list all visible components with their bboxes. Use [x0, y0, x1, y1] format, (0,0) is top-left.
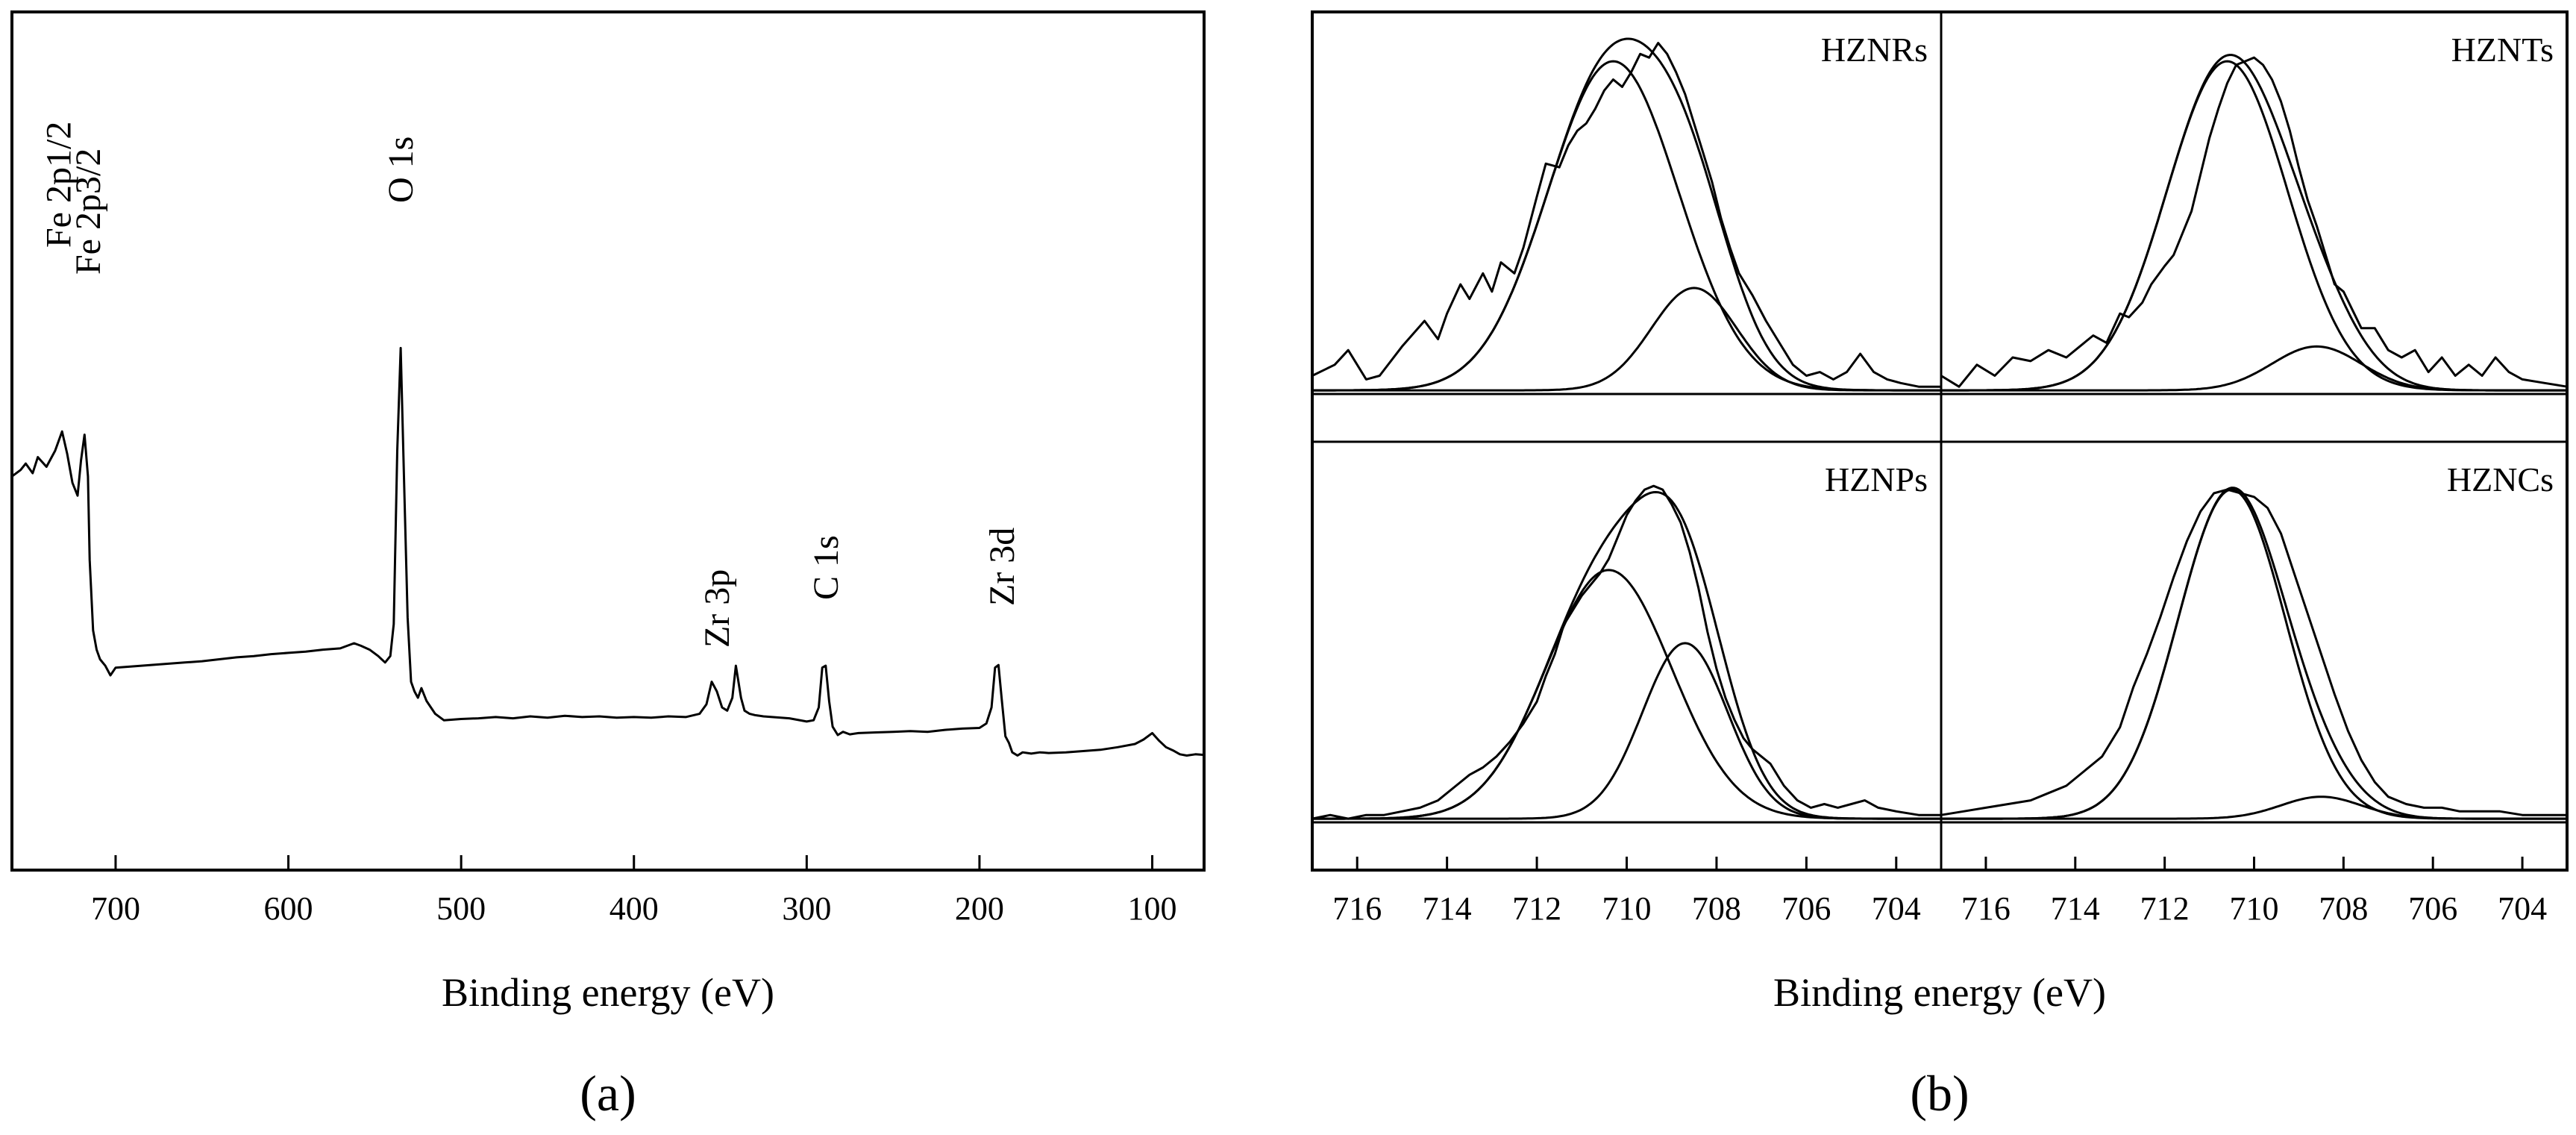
- chart-a-tick-label-100: 100: [1128, 890, 1177, 927]
- chart-b-HZNPs-envelope: [1312, 491, 1941, 820]
- chart-b-HZNRs-envelope: [1312, 37, 1941, 392]
- chart-b-tick-label-0-716: 716: [1332, 890, 1382, 927]
- chart-b-x-axis-label: Binding energy (eV): [1773, 970, 2106, 1015]
- chart-a-caption: (a): [580, 1065, 636, 1122]
- chart-a-annotation-3: Zr 3p: [698, 569, 737, 648]
- chart-b-tick-label-0-708: 708: [1692, 890, 1741, 927]
- chart-a: 700 600 500 400 300 200 100 Fe 2p1/2Fe 2p3/2 O …: [10, 10, 1206, 1122]
- chart-b-HZNPs-raw-data: [1311, 484, 1941, 820]
- chart-a-annotation-4: C 1s: [806, 535, 846, 600]
- chart-a-annotation-2: O 1s: [381, 137, 421, 203]
- chart-a-x-axis-label: Binding energy (eV): [442, 970, 774, 1015]
- chart-b-HZNRs-raw-data: [1311, 42, 1941, 388]
- chart-b-tick-label-1-708: 708: [2319, 890, 2368, 927]
- chart-b-subpanels: HZNRs HZNTs HZNPs HZNCs: [1311, 31, 2568, 824]
- chart-a-annotation-5: Zr 3d: [983, 528, 1022, 606]
- chart-b-panel-HZNCs: HZNCs: [1940, 460, 2567, 824]
- chart-a-annotation-0: Fe 2p1/2: [40, 122, 79, 248]
- chart-a-tick-label-700: 700: [91, 890, 140, 927]
- chart-a-tick-label-400: 400: [609, 890, 659, 927]
- chart-b-x-ticks: 716 714 712 710 708 706 704 716 714 712 710 708 706 7…: [1332, 857, 2547, 927]
- chart-b-tick-label-0-710: 710: [1602, 890, 1652, 927]
- chart-b-panel-HZNRs: HZNRs: [1311, 31, 1941, 395]
- chart-b-tick-label-0-706: 706: [1781, 890, 1831, 927]
- chart-b-panel-label-HZNCs: HZNCs: [2447, 460, 2554, 498]
- chart-a-plot-frame: [10, 10, 1206, 872]
- chart-b-tick-label-1-712: 712: [2140, 890, 2190, 927]
- chart-b-tick-label-0-704: 704: [1872, 890, 1921, 927]
- chart-a-tick-label-300: 300: [782, 890, 831, 927]
- chart-b-tick-label-1-706: 706: [2408, 890, 2457, 927]
- chart-a-survey-trace: [11, 346, 1205, 757]
- chart-b-tick-label-0-712: 712: [1512, 890, 1561, 927]
- chart-b-HZNTs-raw-data: [1940, 56, 2568, 388]
- chart-b-panel-label-HZNRs: HZNRs: [1821, 31, 1928, 69]
- chart-a-x-ticks: 700 600 500 400 300 200 100: [91, 855, 1177, 927]
- chart-b-panel-label-HZNTs: HZNTs: [2451, 31, 2554, 69]
- chart-b-tick-label-1-714: 714: [2051, 890, 2100, 927]
- chart-a-tick-label-200: 200: [955, 890, 1004, 927]
- chart-a-annotation-1: Fe 2p3/2: [69, 148, 108, 275]
- chart-b-HZNCs-envelope: [1941, 487, 2567, 820]
- chart-b-panel-label-HZNPs: HZNPs: [1825, 460, 1928, 498]
- chart-b: 716 714 712 710 708 706 704 716 714 712 710 708 706 7…: [1311, 10, 2569, 1122]
- chart-a-tick-label-600: 600: [264, 890, 313, 927]
- chart-b-tick-label-1-704: 704: [2498, 890, 2547, 927]
- chart-a-peak-annotations: Fe 2p1/2Fe 2p3/2 O 1s Zr 3p C 1s Zr 3d: [40, 122, 1023, 648]
- chart-b-tick-label-0-714: 714: [1423, 890, 1472, 927]
- chart-b-HZNTs-envelope: [1941, 54, 2567, 392]
- chart-b-tick-label-1-710: 710: [2230, 890, 2279, 927]
- chart-b-panel-HZNPs: HZNPs: [1311, 460, 1941, 824]
- chart-b-panel-HZNTs: HZNTs: [1940, 31, 2568, 395]
- chart-b-tick-label-1-716: 716: [1961, 890, 2011, 927]
- chart-b-HZNCs-raw-data: [1940, 488, 2567, 816]
- chart-b-caption: (b): [1910, 1065, 1969, 1122]
- chart-a-tick-label-500: 500: [436, 890, 486, 927]
